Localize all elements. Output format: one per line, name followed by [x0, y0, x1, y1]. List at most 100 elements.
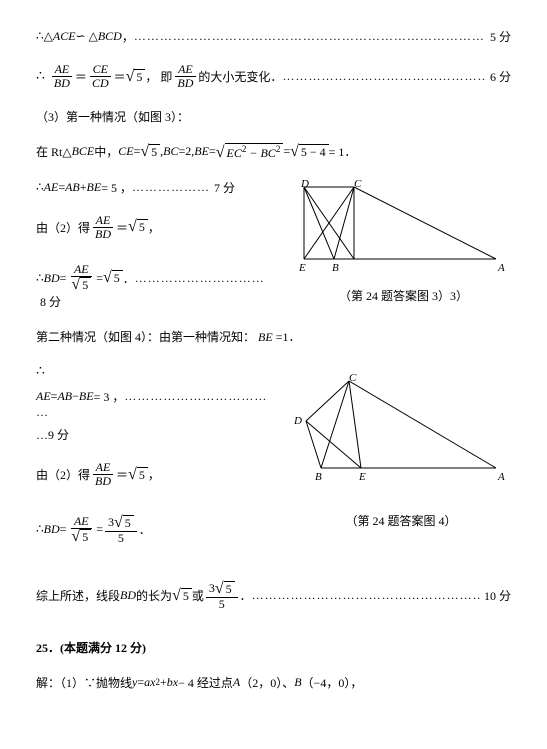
- txt: +: [80, 180, 87, 195]
- therefore: ∴: [36, 364, 45, 379]
- txt: ∴: [36, 271, 44, 286]
- txt: =: [137, 675, 144, 690]
- den: BD: [92, 475, 114, 488]
- arg: 5: [137, 219, 148, 235]
- txt: =1．: [276, 330, 301, 344]
- txt: 在 Rt△: [36, 143, 72, 160]
- txt: B: [294, 675, 301, 690]
- txt: − 4 经过点: [178, 674, 233, 691]
- eq: ＝: [116, 466, 128, 483]
- eq: ＝: [116, 219, 128, 236]
- arg: 5: [80, 277, 91, 293]
- txt: 中，: [94, 143, 118, 160]
- arg: 5: [112, 270, 123, 286]
- frac: AE √5: [68, 515, 94, 545]
- txt: ．: [139, 521, 151, 538]
- line-rt: 在 Rt△ BCE 中， CE = √5 , BC =2, BE = √EC2 …: [36, 143, 511, 160]
- line-by2b: 由（2）得 AEBD ＝ √5 ，: [36, 461, 283, 488]
- arg: 5: [137, 467, 148, 483]
- dotfill: ……………………………: [124, 389, 267, 404]
- lbl-D: D: [300, 179, 309, 190]
- sqrt: √5: [140, 144, 160, 160]
- frac: AEBD: [51, 63, 73, 90]
- figure-4: C D B E A （第 24 题答案图 4）: [291, 373, 511, 529]
- txt: ， 即: [145, 68, 172, 85]
- txt: AB: [65, 180, 80, 195]
- den: CD: [89, 77, 112, 90]
- line-bd-sqrt5: ∴ BD = AE √5 = √5 ． ………………………… 8 分: [36, 263, 288, 310]
- t: − BC: [246, 146, 275, 160]
- arg: 5: [149, 144, 160, 160]
- score: 6 分: [490, 68, 511, 85]
- txt: CE: [118, 144, 133, 159]
- txt: BCD: [98, 29, 122, 44]
- txt: AB: [57, 389, 72, 404]
- frac: AEBD: [92, 461, 114, 488]
- num: 3√5: [105, 515, 137, 532]
- num: AE: [93, 461, 114, 475]
- frac: AE √5: [68, 263, 94, 293]
- lbl-B: B: [332, 262, 339, 274]
- txt: =: [283, 144, 290, 159]
- txt: ．: [240, 587, 252, 604]
- den: √5: [68, 529, 94, 545]
- line-9pt: …9 分: [36, 426, 511, 443]
- txt: =: [60, 522, 67, 537]
- eq: =: [96, 271, 103, 286]
- score: 10 分: [484, 587, 511, 604]
- txt: BE: [87, 180, 102, 195]
- arg: 5: [181, 588, 192, 604]
- arg: 5: [123, 515, 134, 531]
- txt: =: [209, 144, 216, 159]
- txt: ，: [148, 466, 160, 483]
- frac: AEBD: [174, 63, 196, 90]
- sqrt: √5 − 4: [290, 144, 329, 160]
- txt: 的长为: [136, 587, 172, 604]
- txt: （−4，0），: [302, 674, 363, 691]
- eq: =: [96, 522, 103, 537]
- txt: BC: [163, 144, 178, 159]
- figure-3: D C E B A （第 24 题答案图 3）3）: [296, 179, 511, 304]
- num: AE: [71, 263, 92, 277]
- sqrt: √5: [172, 588, 192, 604]
- line-case1-title: （3）第一种情况（如图 3）：: [36, 108, 511, 125]
- den: √5: [68, 277, 94, 293]
- lbl-E: E: [298, 262, 306, 274]
- frac: CECD: [89, 63, 112, 90]
- dotfill: …………………………: [135, 271, 265, 286]
- txt: BE: [258, 330, 273, 344]
- dotfill: …………………………………………………………………………: [134, 29, 486, 44]
- eq: ＝: [75, 68, 87, 85]
- line-parabola: 解：（1）∵抛物线 y = ax2 + bx − 4 经过点 A （2，0）、 …: [36, 674, 511, 691]
- txt: BE: [194, 144, 209, 159]
- line-therefore2: ∴: [36, 363, 511, 380]
- line-by2a: 由（2）得 AEBD ＝ √5 ，: [36, 214, 288, 241]
- txt: ACE: [53, 29, 76, 44]
- frac: 3√5 5: [206, 581, 238, 611]
- num: AE: [93, 214, 114, 228]
- txt: BE: [79, 389, 94, 404]
- figure-3-caption: （第 24 题答案图 3）3）: [296, 287, 511, 304]
- lbl-B: B: [315, 471, 322, 483]
- txt: 由（2）得: [36, 466, 90, 483]
- dotfill: ………………: [132, 180, 210, 195]
- txt: A: [233, 675, 240, 690]
- txt: ∴△: [36, 29, 53, 44]
- arg: EC2 − BC2: [225, 143, 284, 160]
- txt: 综上所述，线段: [36, 587, 120, 604]
- dotfill: ………………………………………………: [252, 588, 480, 603]
- txt: AE: [44, 180, 59, 195]
- txt: BD: [44, 522, 60, 537]
- question-25: 25．(本题满分 12 分): [36, 639, 511, 656]
- arg: 5: [134, 69, 145, 85]
- figure-3-svg: D C E B A: [296, 179, 511, 279]
- txt: =: [60, 271, 67, 286]
- lbl-A: A: [497, 262, 505, 274]
- txt: =2,: [179, 144, 195, 159]
- txt: 第二种情况（如图 4）：由第一种情况知：: [36, 330, 255, 344]
- arg: 5: [80, 529, 91, 545]
- den: 5: [216, 598, 228, 611]
- txt: +: [160, 675, 167, 690]
- arg: 5 − 4: [299, 144, 329, 160]
- score: 7 分: [214, 179, 235, 196]
